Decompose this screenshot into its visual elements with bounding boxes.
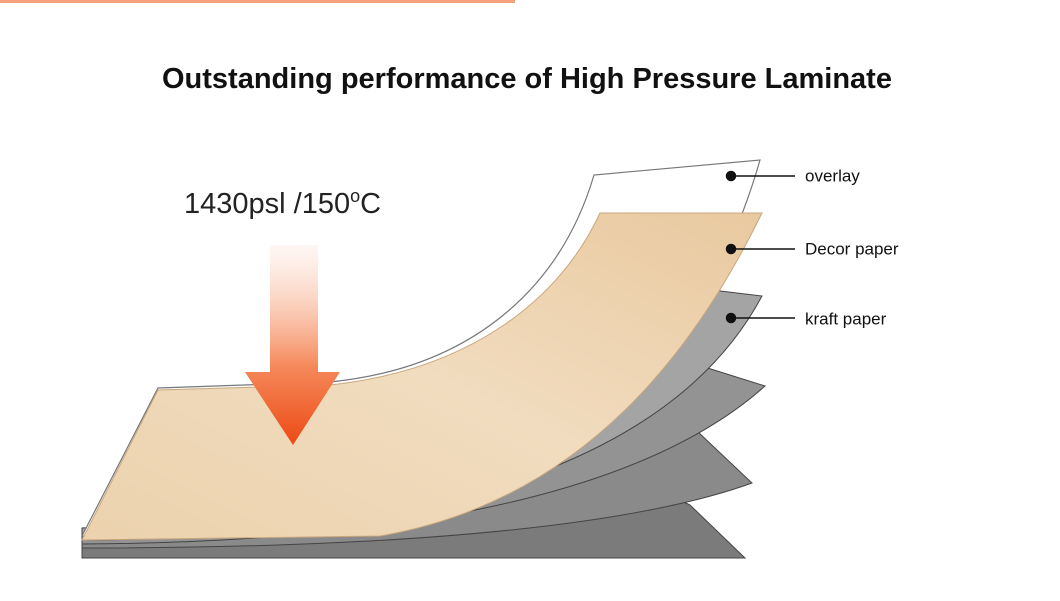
title: Outstanding performance of High Pressure… <box>162 63 892 95</box>
pressure-degree: o <box>350 186 360 206</box>
layer-label: kraft paper <box>805 309 887 328</box>
layer-label: Decor paper <box>805 239 899 258</box>
pressure-arrow <box>245 245 340 445</box>
callouts <box>725 170 795 324</box>
top-bar <box>0 0 515 3</box>
pressure-text: 1430psl /150 <box>184 188 350 220</box>
pressure-unit: C <box>360 188 381 220</box>
layer-label: overlay <box>805 166 860 185</box>
layers <box>81 159 766 559</box>
pressure-label: 1430psl /150oC <box>184 186 381 220</box>
